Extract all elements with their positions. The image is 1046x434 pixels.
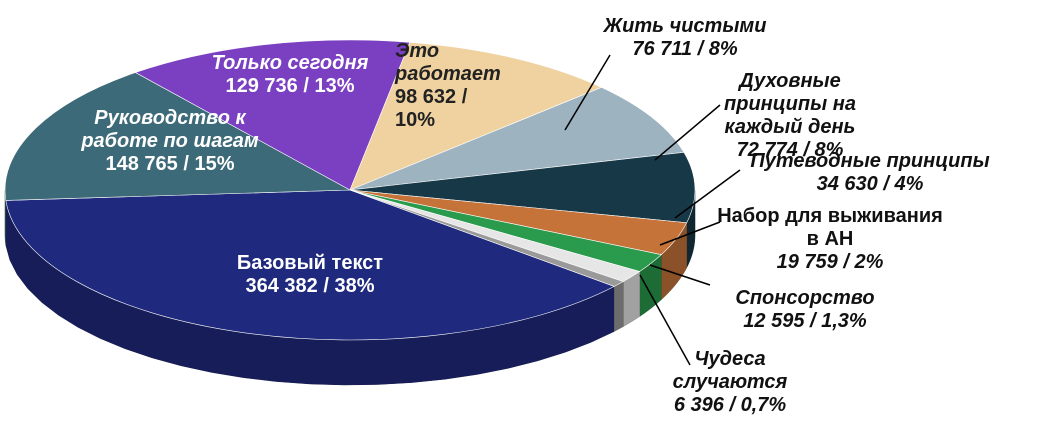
category-label: Базовый текст <box>236 252 384 274</box>
leader-line <box>564 54 611 131</box>
leader-line <box>659 221 721 246</box>
slice-label: Только сегодня 129 736 / 13% <box>205 52 375 98</box>
pie-slice <box>349 41 603 191</box>
value-label: 129 736 / 13% <box>225 75 355 97</box>
leader-line <box>649 264 711 286</box>
category-label: Спонсорство <box>735 287 875 309</box>
leader-line <box>674 169 741 219</box>
value-label: 364 382 / 38% <box>245 275 375 297</box>
category-label: Набор для выживания в АН <box>717 205 943 250</box>
value-label: 72 774 / 8% <box>736 139 844 161</box>
pie-slice <box>349 87 685 191</box>
pie-side <box>614 281 624 332</box>
value-label: 34 630 / 4% <box>816 173 924 195</box>
category-label: Только сегодня <box>211 52 369 74</box>
slice-label: Спонсорство 12 595 / 1,3% <box>700 287 910 333</box>
slice-label: Духовные принципы на каждый день 72 774 /… <box>690 70 890 162</box>
pie-slice <box>349 189 625 287</box>
leader-line <box>639 274 691 366</box>
slice-label: Путеводные принципы 34 630 / 4% <box>725 150 1015 196</box>
leader-line <box>654 104 721 161</box>
pie-slice <box>349 151 696 224</box>
pie-slice <box>5 189 616 341</box>
value-label: 98 632 / 10% <box>395 86 468 131</box>
pie-tops <box>4 39 696 341</box>
value-label: 76 711 / 8% <box>632 38 738 60</box>
category-label: Путеводные принципы <box>750 150 990 172</box>
value-label: 12 595 / 1,3% <box>743 310 867 332</box>
slice-label: Чудеса случаются 6 396 / 0,7% <box>645 348 815 417</box>
category-label: Жить чистыми <box>603 15 767 37</box>
value-label: 19 759 / 2% <box>776 251 884 273</box>
pie-sides <box>4 189 696 386</box>
leader-lines <box>564 54 741 366</box>
slice-label: Набор для выживания в АН 19 759 / 2% <box>715 205 945 274</box>
slice-label: Базовый текст 364 382 / 38% <box>210 252 410 298</box>
category-label: Духовные принципы на каждый день <box>724 70 856 138</box>
slice-label: Это работает 98 632 / 10% <box>395 40 501 132</box>
slice-label: Руководство к работе по шагам 148 765 / 1… <box>70 107 270 176</box>
pie-slice <box>134 39 411 191</box>
slice-label: Жить чистыми 76 711 / 8% <box>590 15 780 61</box>
category-label: Это работает <box>395 40 501 85</box>
pie-slice <box>4 72 352 201</box>
category-label: Руководство к работе по шагам <box>81 107 259 152</box>
category-label: Чудеса случаются <box>672 348 788 393</box>
value-label: 148 765 / 15% <box>105 153 235 175</box>
value-label: 6 396 / 0,7% <box>673 394 787 416</box>
